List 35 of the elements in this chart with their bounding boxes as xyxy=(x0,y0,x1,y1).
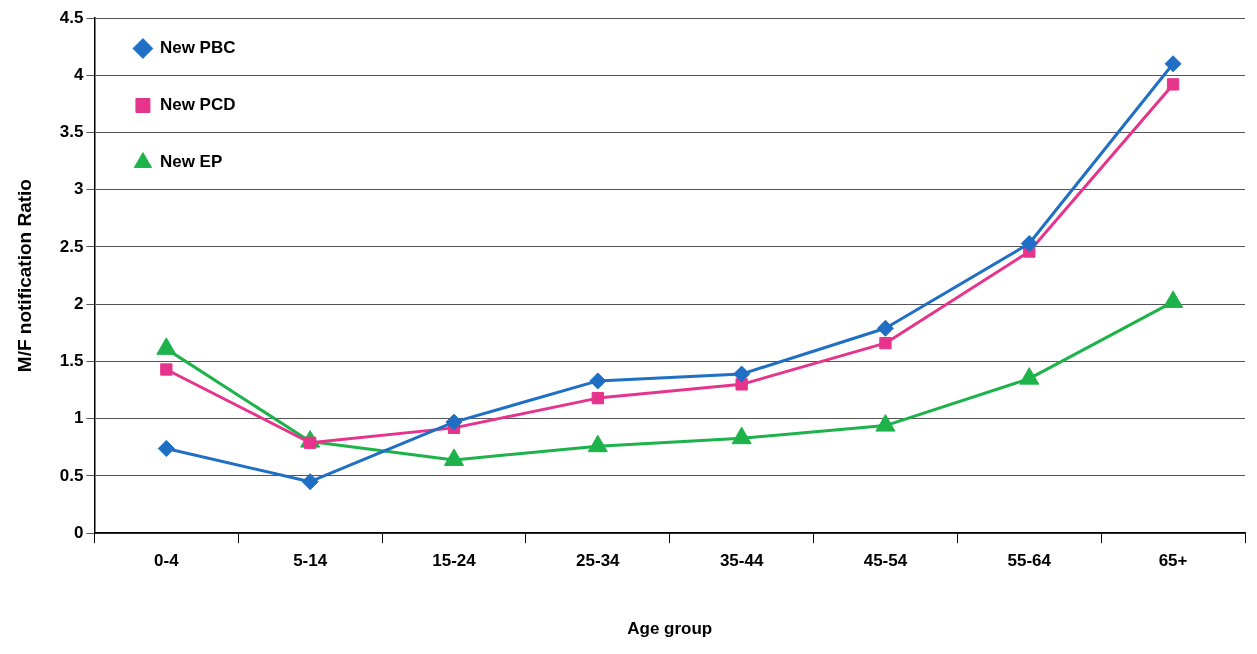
point xyxy=(733,365,751,383)
legend-label: New PBC xyxy=(159,38,236,58)
x-tick-label: 5-14 xyxy=(293,551,328,571)
legend-label: New PCD xyxy=(159,95,236,115)
y-tick-label: 3.5 xyxy=(59,122,84,142)
x-tick-label: 25-34 xyxy=(576,551,621,571)
point xyxy=(301,473,319,491)
y-tick-label: 2.5 xyxy=(59,236,84,256)
y-tick-label: 4.5 xyxy=(59,7,84,27)
y-tick-label: 2 xyxy=(73,293,84,313)
legend-label: New EP xyxy=(159,152,223,172)
point xyxy=(1020,235,1038,253)
point xyxy=(445,413,463,431)
point xyxy=(591,391,604,405)
y-tick-label: 1 xyxy=(73,408,84,428)
x-tick-label: 65+ xyxy=(1158,551,1188,571)
point xyxy=(876,319,894,337)
point xyxy=(160,363,173,376)
x-axis-title: Age group xyxy=(627,619,713,639)
x-tick-label: 55-64 xyxy=(1007,551,1052,571)
x-tick-label: 15-24 xyxy=(432,551,477,571)
y-tick-label: 3 xyxy=(73,179,84,199)
point xyxy=(879,336,892,350)
y-tick-label: 0.5 xyxy=(59,465,84,485)
y-tick-label: 0 xyxy=(73,522,84,542)
point xyxy=(1164,55,1182,73)
point xyxy=(589,372,607,390)
y-tick-label: 1.5 xyxy=(59,351,84,371)
x-tick-label: 0-4 xyxy=(154,551,180,571)
y-tick-label: 4 xyxy=(73,64,84,84)
y-axis-title: M/F notification Ratio xyxy=(13,179,35,373)
x-tick-label: 45-54 xyxy=(863,551,908,571)
point xyxy=(157,439,175,457)
point xyxy=(1166,78,1180,91)
x-tick-label: 35-44 xyxy=(719,551,764,571)
